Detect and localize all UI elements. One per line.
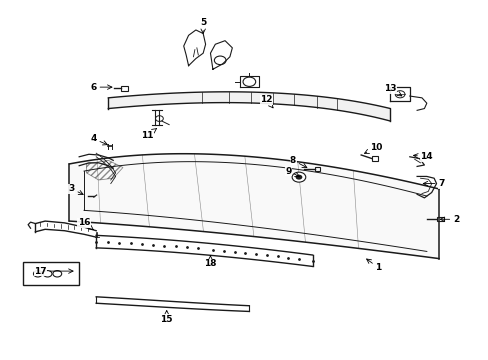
Text: 4: 4 — [90, 134, 107, 145]
Text: 17: 17 — [34, 267, 73, 276]
Polygon shape — [108, 92, 389, 121]
Bar — [314, 167, 320, 171]
Text: 5: 5 — [200, 18, 206, 33]
Text: 13: 13 — [384, 84, 401, 96]
Text: 12: 12 — [260, 95, 272, 108]
Bar — [23, 262, 79, 285]
Circle shape — [291, 172, 305, 182]
Text: 15: 15 — [160, 311, 173, 324]
Text: 11: 11 — [141, 129, 156, 140]
Text: 9: 9 — [285, 167, 299, 177]
Text: 7: 7 — [423, 179, 444, 188]
Text: 3: 3 — [69, 184, 83, 194]
Bar — [371, 157, 377, 161]
Bar — [436, 217, 443, 221]
Circle shape — [295, 175, 302, 180]
Text: 14: 14 — [413, 152, 432, 161]
Text: 10: 10 — [364, 143, 381, 153]
Bar — [121, 86, 128, 91]
Text: 8: 8 — [289, 156, 306, 167]
Text: 16: 16 — [78, 219, 93, 230]
Polygon shape — [69, 154, 438, 258]
Text: 18: 18 — [204, 256, 216, 269]
Text: 6: 6 — [90, 83, 112, 92]
Text: 2: 2 — [439, 215, 458, 224]
Text: 1: 1 — [366, 259, 381, 272]
